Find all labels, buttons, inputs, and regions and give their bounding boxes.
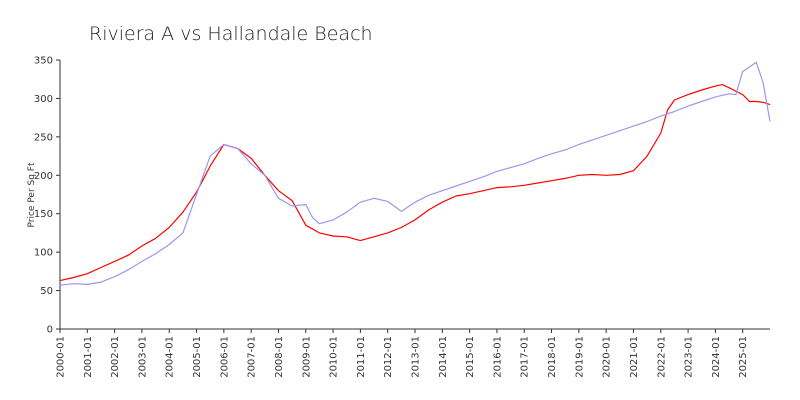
x-tick-label: 2015-01 [465,336,476,378]
x-tick-label: 2000-01 [56,336,67,378]
series-group [59,61,771,286]
x-tick-label: 2002-01 [110,336,121,378]
y-tick-label: 350 [34,56,53,67]
x-tick-label: 2020-01 [602,336,613,378]
chart-title: Riviera A vs Hallandale Beach [89,23,373,45]
x-ticks: 2000-01 2001-01 2002-01 2003-01 2004-01 2005-… [56,329,749,378]
series-line-1 [59,83,771,282]
x-tick-label: 2008-01 [274,336,285,378]
y-tick-label: 300 [34,94,53,105]
y-tick-label: 150 [34,209,53,220]
x-tick-label: 2019-01 [574,336,585,378]
x-tick-label: 2009-01 [301,336,312,378]
x-tick-label: 2014-01 [438,336,449,378]
x-tick-label: 2011-01 [356,336,367,378]
x-tick-label: 2003-01 [137,336,148,378]
x-tick-label: 2001-01 [83,336,94,378]
y-tick-label: 200 [34,171,53,182]
x-tick-label: 2018-01 [547,336,558,378]
x-tick-label: 2022-01 [656,336,667,378]
x-tick-label: 2017-01 [520,336,531,378]
y-tick-label: 50 [40,286,53,297]
y-tick-label: 0 [47,325,53,336]
x-tick-label: 2025-01 [738,336,749,378]
x-tick-label: 2024-01 [711,336,722,378]
x-tick-label: 2012-01 [383,336,394,378]
x-tick-label: 2004-01 [165,336,176,378]
x-tick-label: 2005-01 [192,336,203,378]
x-tick-label: 2021-01 [629,336,640,378]
x-tick-label: 2016-01 [492,336,503,378]
y-tick-label: 250 [34,132,53,143]
x-tick-label: 2006-01 [219,336,230,378]
series-line-2 [59,61,771,286]
y-tick-label: 100 [34,248,53,259]
x-tick-label: 2023-01 [684,336,695,378]
x-tick-label: 2013-01 [411,336,422,378]
y-axis-label: Price Per Sq Ft [27,162,37,227]
x-tick-label: 2010-01 [329,336,340,378]
y-ticks: 0 50 100 150 200 250 300 350 [34,56,60,336]
x-tick-label: 2007-01 [247,336,258,378]
